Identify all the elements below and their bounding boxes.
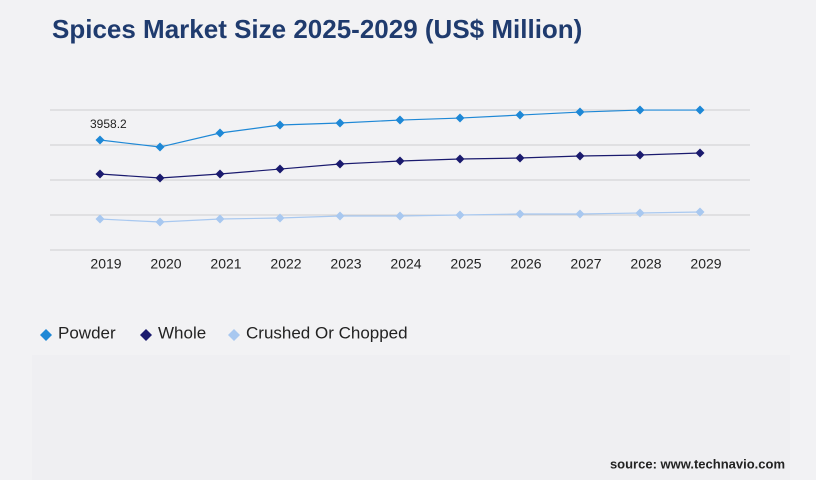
x-tick-label: 2025 <box>450 256 481 272</box>
x-tick-label: 2028 <box>630 256 661 272</box>
panel <box>32 355 790 480</box>
point <box>155 217 165 227</box>
point <box>575 151 585 161</box>
chart-title: Spices Market Size 2025-2029 (US$ Millio… <box>52 14 582 44</box>
point <box>95 169 105 179</box>
x-tick-label: 2021 <box>210 256 241 272</box>
point <box>695 207 705 217</box>
point <box>275 213 285 223</box>
point <box>695 105 705 115</box>
point <box>275 120 285 130</box>
point <box>635 208 645 218</box>
x-tick-label: 2029 <box>690 256 721 272</box>
grid <box>50 109 750 251</box>
point <box>155 173 165 183</box>
point <box>215 128 225 138</box>
point <box>575 209 585 219</box>
point <box>455 113 465 123</box>
point <box>515 153 525 163</box>
data-label: 3958.2 <box>90 117 127 131</box>
point <box>95 214 105 224</box>
legend-marker <box>40 329 52 341</box>
point <box>335 118 345 128</box>
x-tick-label: 2024 <box>390 256 421 272</box>
point <box>395 115 405 125</box>
x-tick-label: 2026 <box>510 256 541 272</box>
point <box>455 154 465 164</box>
source: source: www.technavio.com <box>610 456 785 471</box>
x-tick-label: 2027 <box>570 256 601 272</box>
legend-marker <box>228 329 240 341</box>
point <box>515 110 525 120</box>
x-tick-label: 2019 <box>90 256 121 272</box>
point <box>635 150 645 160</box>
point <box>155 142 165 152</box>
point <box>215 169 225 179</box>
legend-marker <box>140 329 152 341</box>
point <box>335 211 345 221</box>
point <box>275 164 285 174</box>
legend-label: Powder <box>58 323 116 342</box>
legend-label: Crushed Or Chopped <box>246 323 408 342</box>
point <box>695 148 705 158</box>
point <box>455 210 465 220</box>
point <box>395 211 405 221</box>
point <box>575 107 585 117</box>
x-tick-label: 2020 <box>150 256 181 272</box>
x-tick-label: 2022 <box>270 256 301 272</box>
legend-label: Whole <box>158 323 206 342</box>
point <box>635 105 645 115</box>
point <box>215 214 225 224</box>
point <box>335 159 345 169</box>
point <box>395 156 405 166</box>
point <box>515 209 525 219</box>
point <box>95 135 105 145</box>
x-tick-label: 2023 <box>330 256 361 272</box>
